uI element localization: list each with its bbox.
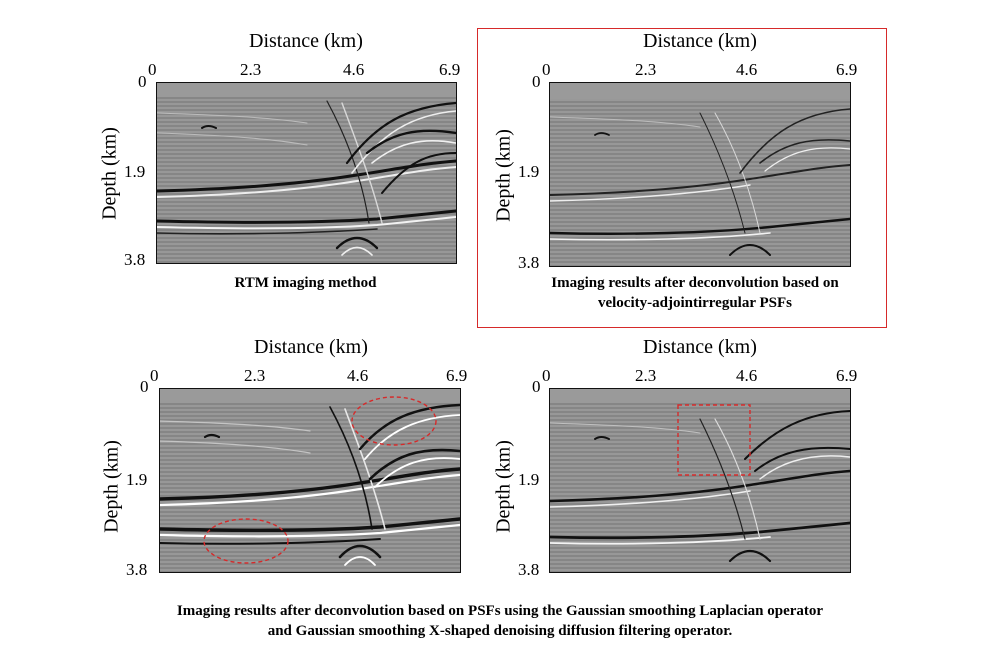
panel-gaussian-laplacian: Distance (km) 0 2.3 4.6 6.9 0 1.9 3.8 De… — [0, 310, 480, 585]
y-tick-label: 1.9 — [124, 162, 146, 181]
seismic-reflectors — [550, 83, 850, 266]
x-tick-label: 0 — [148, 60, 157, 79]
caption-line: velocity-adjointirregular PSFs — [597, 295, 792, 311]
highlight-frame — [477, 28, 887, 328]
x-tick-label: 4.6 — [736, 60, 758, 79]
caption-line: and Gaussian smoothing X-shaped denoisin… — [267, 623, 733, 639]
x-axis-title: Distance (km) — [254, 336, 368, 358]
x-tick-label: 4.6 — [343, 60, 365, 79]
y-tick-label: 3.8 — [124, 250, 146, 269]
panel-gaussian-x-shaped: Distance (km) 0 2.3 4.6 6.9 0 1.9 3.8 De… — [470, 310, 890, 585]
seismic-image-gaussian-laplacian — [159, 388, 461, 573]
y-tick-label: 3.8 — [126, 560, 148, 579]
seismic-reflectors — [160, 389, 460, 572]
seismic-image-rtm — [156, 82, 457, 264]
y-tick-label: 3.8 — [518, 560, 540, 579]
caption-line: Imaging results after deconvolution base… — [176, 603, 824, 619]
y-tick-label: 0 — [532, 377, 541, 396]
x-tick-label: 6.9 — [439, 60, 461, 79]
panel-velocity-adjoint: Distance (km) 0 2.3 4.6 6.9 0 1.9 3.8 De… — [470, 0, 890, 330]
figure-caption: Imaging results after deconvolution base… — [40, 601, 960, 641]
x-axis-title: Distance (km) — [249, 30, 363, 52]
y-axis-title: Depth (km) — [492, 129, 515, 222]
x-tick-label: 4.6 — [736, 366, 758, 385]
x-tick-label: 2.3 — [244, 366, 266, 385]
seismic-image-velocity-adjoint — [549, 82, 851, 267]
y-axis-title: Depth (km) — [100, 440, 123, 533]
x-tick-label: 6.9 — [836, 60, 858, 79]
seismic-reflectors — [157, 83, 456, 263]
dashed-ellipse-annotation — [203, 518, 289, 564]
y-tick-label: 3.8 — [518, 253, 540, 272]
x-tick-label: 4.6 — [347, 366, 369, 385]
dashed-ellipse-annotation — [351, 396, 437, 446]
y-tick-label: 1.9 — [518, 470, 540, 489]
x-tick-label: 2.3 — [635, 366, 657, 385]
x-tick-label: 2.3 — [635, 60, 657, 79]
seismic-image-gaussian-x-shaped — [549, 388, 851, 573]
dashed-rectangle-annotation — [677, 404, 751, 476]
y-tick-label: 0 — [140, 377, 149, 396]
x-tick-label: 2.3 — [240, 60, 262, 79]
x-tick-label: 0 — [542, 366, 551, 385]
y-tick-label: 0 — [138, 72, 147, 91]
panel-caption: RTM imaging method — [234, 275, 377, 291]
y-tick-label: 1.9 — [126, 470, 148, 489]
y-axis-title: Depth (km) — [98, 127, 121, 220]
x-tick-label: 6.9 — [446, 366, 468, 385]
x-tick-label: 0 — [150, 366, 159, 385]
panel-caption: Imaging results after deconvolution base… — [500, 273, 890, 313]
x-tick-label: 6.9 — [836, 366, 858, 385]
y-tick-label: 0 — [532, 72, 541, 91]
y-axis-title: Depth (km) — [492, 440, 515, 533]
seismic-reflectors — [550, 389, 850, 572]
x-axis-title: Distance (km) — [643, 30, 757, 52]
x-tick-label: 0 — [542, 60, 551, 79]
x-axis-title: Distance (km) — [643, 336, 757, 358]
panel-rtm: Distance (km) 0 2.3 4.6 6.9 0 1.9 3.8 De… — [0, 0, 470, 300]
caption-line: Imaging results after deconvolution base… — [551, 275, 839, 291]
y-tick-label: 1.9 — [518, 162, 540, 181]
